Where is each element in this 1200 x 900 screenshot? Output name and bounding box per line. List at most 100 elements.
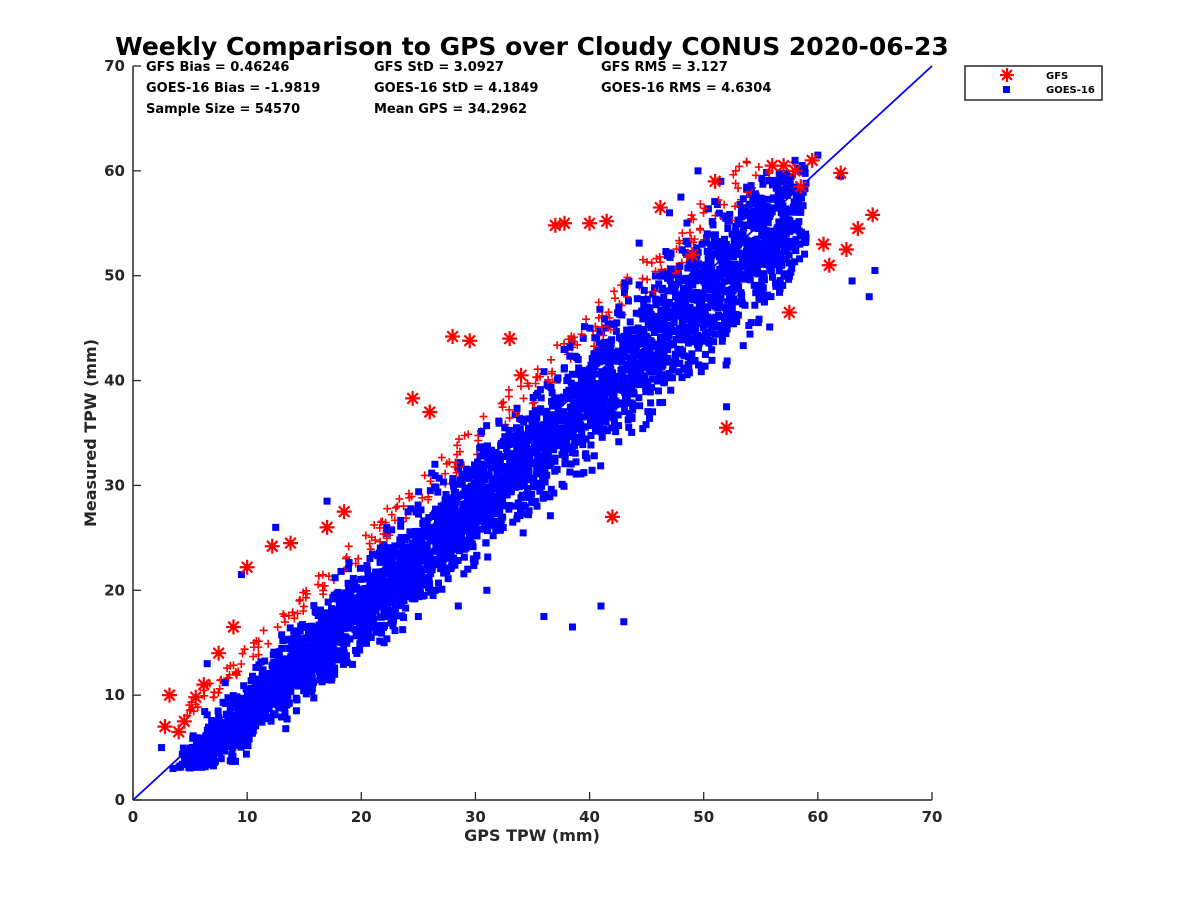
y-tick-label: 10 [104,686,125,704]
gfs-point [764,158,780,174]
stats-block: GFS Bias = 0.46246 GFS StD = 3.0927 GFS … [146,60,771,117]
goes16-point [203,660,211,668]
gfs-point [225,619,241,635]
y-tick-label: 20 [104,581,125,599]
gfs-point [319,519,335,535]
gfs-point-cloud [174,157,798,734]
axes: 0 10 20 30 40 50 60 70 0 10 20 30 40 50 60 70 [104,57,942,826]
gfs-point [684,247,700,263]
y-tick-label: 40 [104,372,125,390]
gfs-point [336,504,352,520]
goes16-point [483,586,491,594]
goes16-point [323,497,331,505]
goes16-point [665,209,673,217]
gfs-point [405,390,421,406]
gfs-point [707,173,723,189]
x-tick-label: 0 [128,808,138,826]
goes16-point [380,639,388,647]
gfs-point [445,329,461,345]
one-to-one-line [132,65,933,801]
goes16-point [620,618,628,626]
gfs-point [239,559,255,575]
stat-gfs-bias: GFS Bias = 0.46246 [146,60,289,75]
goes16-point [677,193,685,201]
goes16-point [791,156,799,164]
goes16-point [454,602,462,610]
legend-gfs-asterisk [1000,68,1014,82]
gfs-point [462,333,478,349]
y-tick-label: 60 [104,162,125,180]
stat-sample-size: Sample Size = 54570 [146,102,300,117]
legend-box [964,65,1103,101]
x-tick-label: 60 [807,808,828,826]
gfs-point [513,367,529,383]
legend-goes-marker [1003,86,1010,93]
gfs-point [719,420,735,436]
gfs-point [422,404,438,420]
gfs-point [196,677,212,693]
legend-goes-label: GOES-16 [1046,85,1095,96]
gfs-point [176,713,192,729]
goes16-point [317,618,325,626]
gfs-point [652,200,668,216]
y-tick-label: 30 [104,476,125,494]
stat-gfs-std: GFS StD = 3.0927 [374,60,504,75]
gfs-point [833,165,849,181]
goes16-point [568,623,576,631]
legend-goes-square [1003,86,1010,93]
chart-title: Weekly Comparison to GPS over Cloudy CON… [115,32,949,61]
goes16-point [272,523,280,531]
x-tick-label: 20 [351,808,372,826]
goes16-point [414,613,422,620]
gfs-point [283,535,299,551]
goes16-point [540,613,548,620]
y-tick-label: 0 [115,791,125,809]
legend-gfs-marker [1000,68,1014,82]
gfs-point [793,179,809,195]
goes16-point [694,167,702,175]
legend: GFS GOES-16 [964,65,1103,101]
gfs-point [582,215,598,231]
goes16-point [871,266,879,274]
gfs-point [599,213,615,229]
goes16-point [814,151,822,159]
gfs-point [547,217,563,233]
x-tick-label: 30 [465,808,486,826]
stat-goes-std: GOES-16 StD = 4.1849 [374,81,538,96]
y-axis-label: Measured TPW (mm) [81,339,100,527]
goes16-point [865,293,873,301]
x-tick-label: 10 [237,808,258,826]
gfs-point [804,152,820,168]
goes16-point [745,209,753,217]
gfs-point [556,215,572,231]
stat-goes-bias: GOES-16 Bias = -1.9819 [146,81,320,96]
gfs-point [816,236,832,252]
x-tick-label: 40 [579,808,600,826]
x-tick-label: 70 [922,808,943,826]
y-tick-label: 70 [104,57,125,75]
plot-area [132,65,933,801]
x-tick-label: 50 [693,808,714,826]
gfs-point [865,207,881,223]
stat-goes-rms: GOES-16 RMS = 4.6304 [601,81,771,96]
gfs-point [604,509,620,525]
gfs-point [188,689,204,705]
gfs-point [781,304,797,320]
gfs-point [787,163,803,179]
goes16-point [169,765,177,773]
gfs-point [776,158,792,174]
goes16-point [186,759,194,767]
gfs-point [162,687,178,703]
goes16-point [574,356,582,364]
goes16-point [237,571,245,579]
gfs-point [821,257,837,273]
gfs-point [171,724,187,740]
goes16-point [723,403,731,411]
gfs-point [157,719,173,735]
gfs-point [502,331,518,347]
gfs-point [838,242,854,257]
stat-gfs-rms: GFS RMS = 3.127 [601,60,728,75]
goes16-point [848,277,856,285]
y-tick-label: 50 [104,267,125,285]
